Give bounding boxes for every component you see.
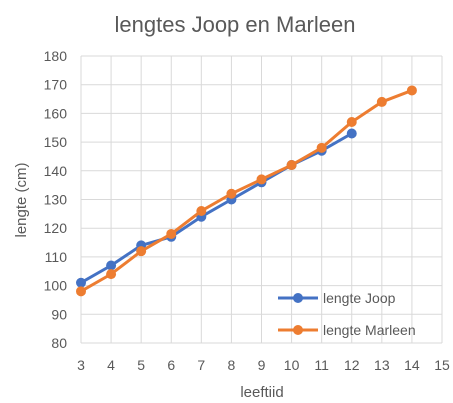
y-tick-label: 130 (44, 192, 68, 208)
y-tick-labels: 80 90 100 110 120 130 140 150 160 170 180 (44, 48, 68, 351)
data-point (376, 96, 387, 107)
legend-marker (293, 325, 303, 335)
x-tick-labels: 3 4 5 6 7 8 9 10 11 12 13 14 15 (77, 357, 450, 373)
data-point (166, 228, 177, 239)
legend-label: lengte Joop (323, 290, 396, 306)
y-tick-label: 170 (44, 77, 68, 93)
data-point (106, 260, 117, 271)
x-tick-label: 12 (344, 357, 360, 373)
chart-title: lengtes Joop en Marleen (115, 12, 356, 37)
data-point (76, 277, 86, 288)
y-tick-label: 160 (44, 105, 68, 121)
data-point (286, 160, 297, 171)
series-line (80, 132, 353, 285)
x-tick-label: 3 (77, 357, 85, 373)
x-tick-label: 4 (107, 357, 115, 373)
legend-label: lengte Marleen (323, 322, 416, 338)
data-point (226, 188, 237, 199)
x-tick-label: 15 (434, 357, 450, 373)
y-tick-label: 90 (51, 306, 67, 322)
data-point (346, 117, 357, 128)
y-tick-label: 110 (45, 249, 68, 265)
x-tick-label: 5 (137, 357, 145, 373)
x-tick-label: 14 (404, 357, 420, 373)
y-tick-label: 80 (51, 335, 67, 351)
data-point (196, 205, 207, 216)
y-tick-label: 140 (44, 163, 68, 179)
y-tick-label: 180 (44, 48, 68, 64)
legend: lengte Joop lengte Marleen (278, 290, 416, 338)
x-tick-label: 8 (228, 357, 236, 373)
legend-entry: lengte Marleen (278, 322, 416, 338)
data-point (106, 269, 117, 280)
x-axis-title: leeftiid (240, 384, 283, 401)
x-tick-label: 10 (284, 357, 300, 373)
y-tick-label: 150 (44, 134, 68, 150)
legend-entry: lengte Joop (278, 290, 396, 306)
x-tick-label: 13 (374, 357, 390, 373)
series-line (80, 89, 413, 293)
x-tick-label: 11 (314, 357, 329, 373)
y-tick-label: 100 (44, 278, 68, 294)
x-tick-label: 6 (167, 357, 175, 373)
legend-marker (293, 293, 303, 303)
y-axis-title: lengte (cm) (13, 162, 30, 237)
data-point (346, 128, 357, 139)
grid-lines (80, 55, 443, 344)
x-tick-label: 7 (197, 357, 205, 373)
data-point (136, 246, 147, 257)
data-point (406, 85, 417, 96)
series-group (76, 85, 417, 297)
series-1 (76, 85, 417, 297)
data-point (76, 286, 86, 297)
x-tick-label: 9 (258, 357, 266, 373)
data-point (256, 174, 267, 185)
y-tick-label: 120 (44, 220, 68, 236)
data-point (316, 142, 327, 153)
